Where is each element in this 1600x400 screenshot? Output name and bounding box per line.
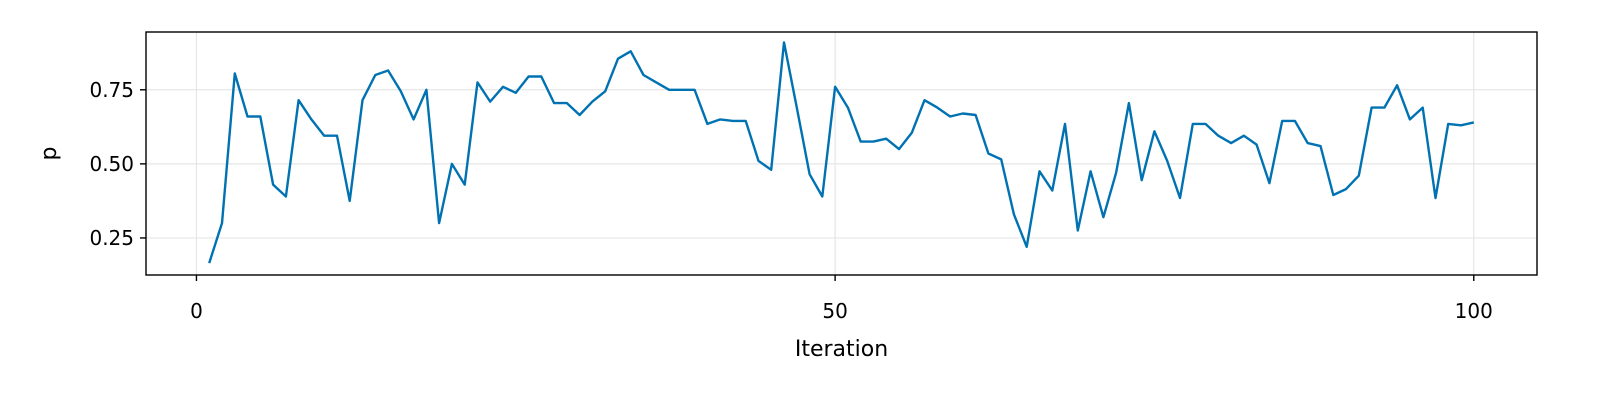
x-axis-label: Iteration xyxy=(795,337,888,362)
grid-lines xyxy=(146,32,1537,275)
y-axis-label: p xyxy=(37,147,62,161)
y-tick-label: 0.75 xyxy=(89,78,134,102)
series-layer xyxy=(208,41,1475,264)
x-tick-label: 100 xyxy=(1455,299,1493,323)
plot-frame xyxy=(145,31,1538,276)
ticks xyxy=(140,89,1475,281)
tick-labels: 0 50 100 0.25 0.50 0.75 xyxy=(89,78,1492,323)
x-tick-label: 0 xyxy=(190,299,203,323)
series-line xyxy=(208,41,1475,264)
y-tick-label: 0.25 xyxy=(89,226,134,250)
y-tick-label: 0.50 xyxy=(89,152,134,176)
x-tick-label: 50 xyxy=(822,299,847,323)
